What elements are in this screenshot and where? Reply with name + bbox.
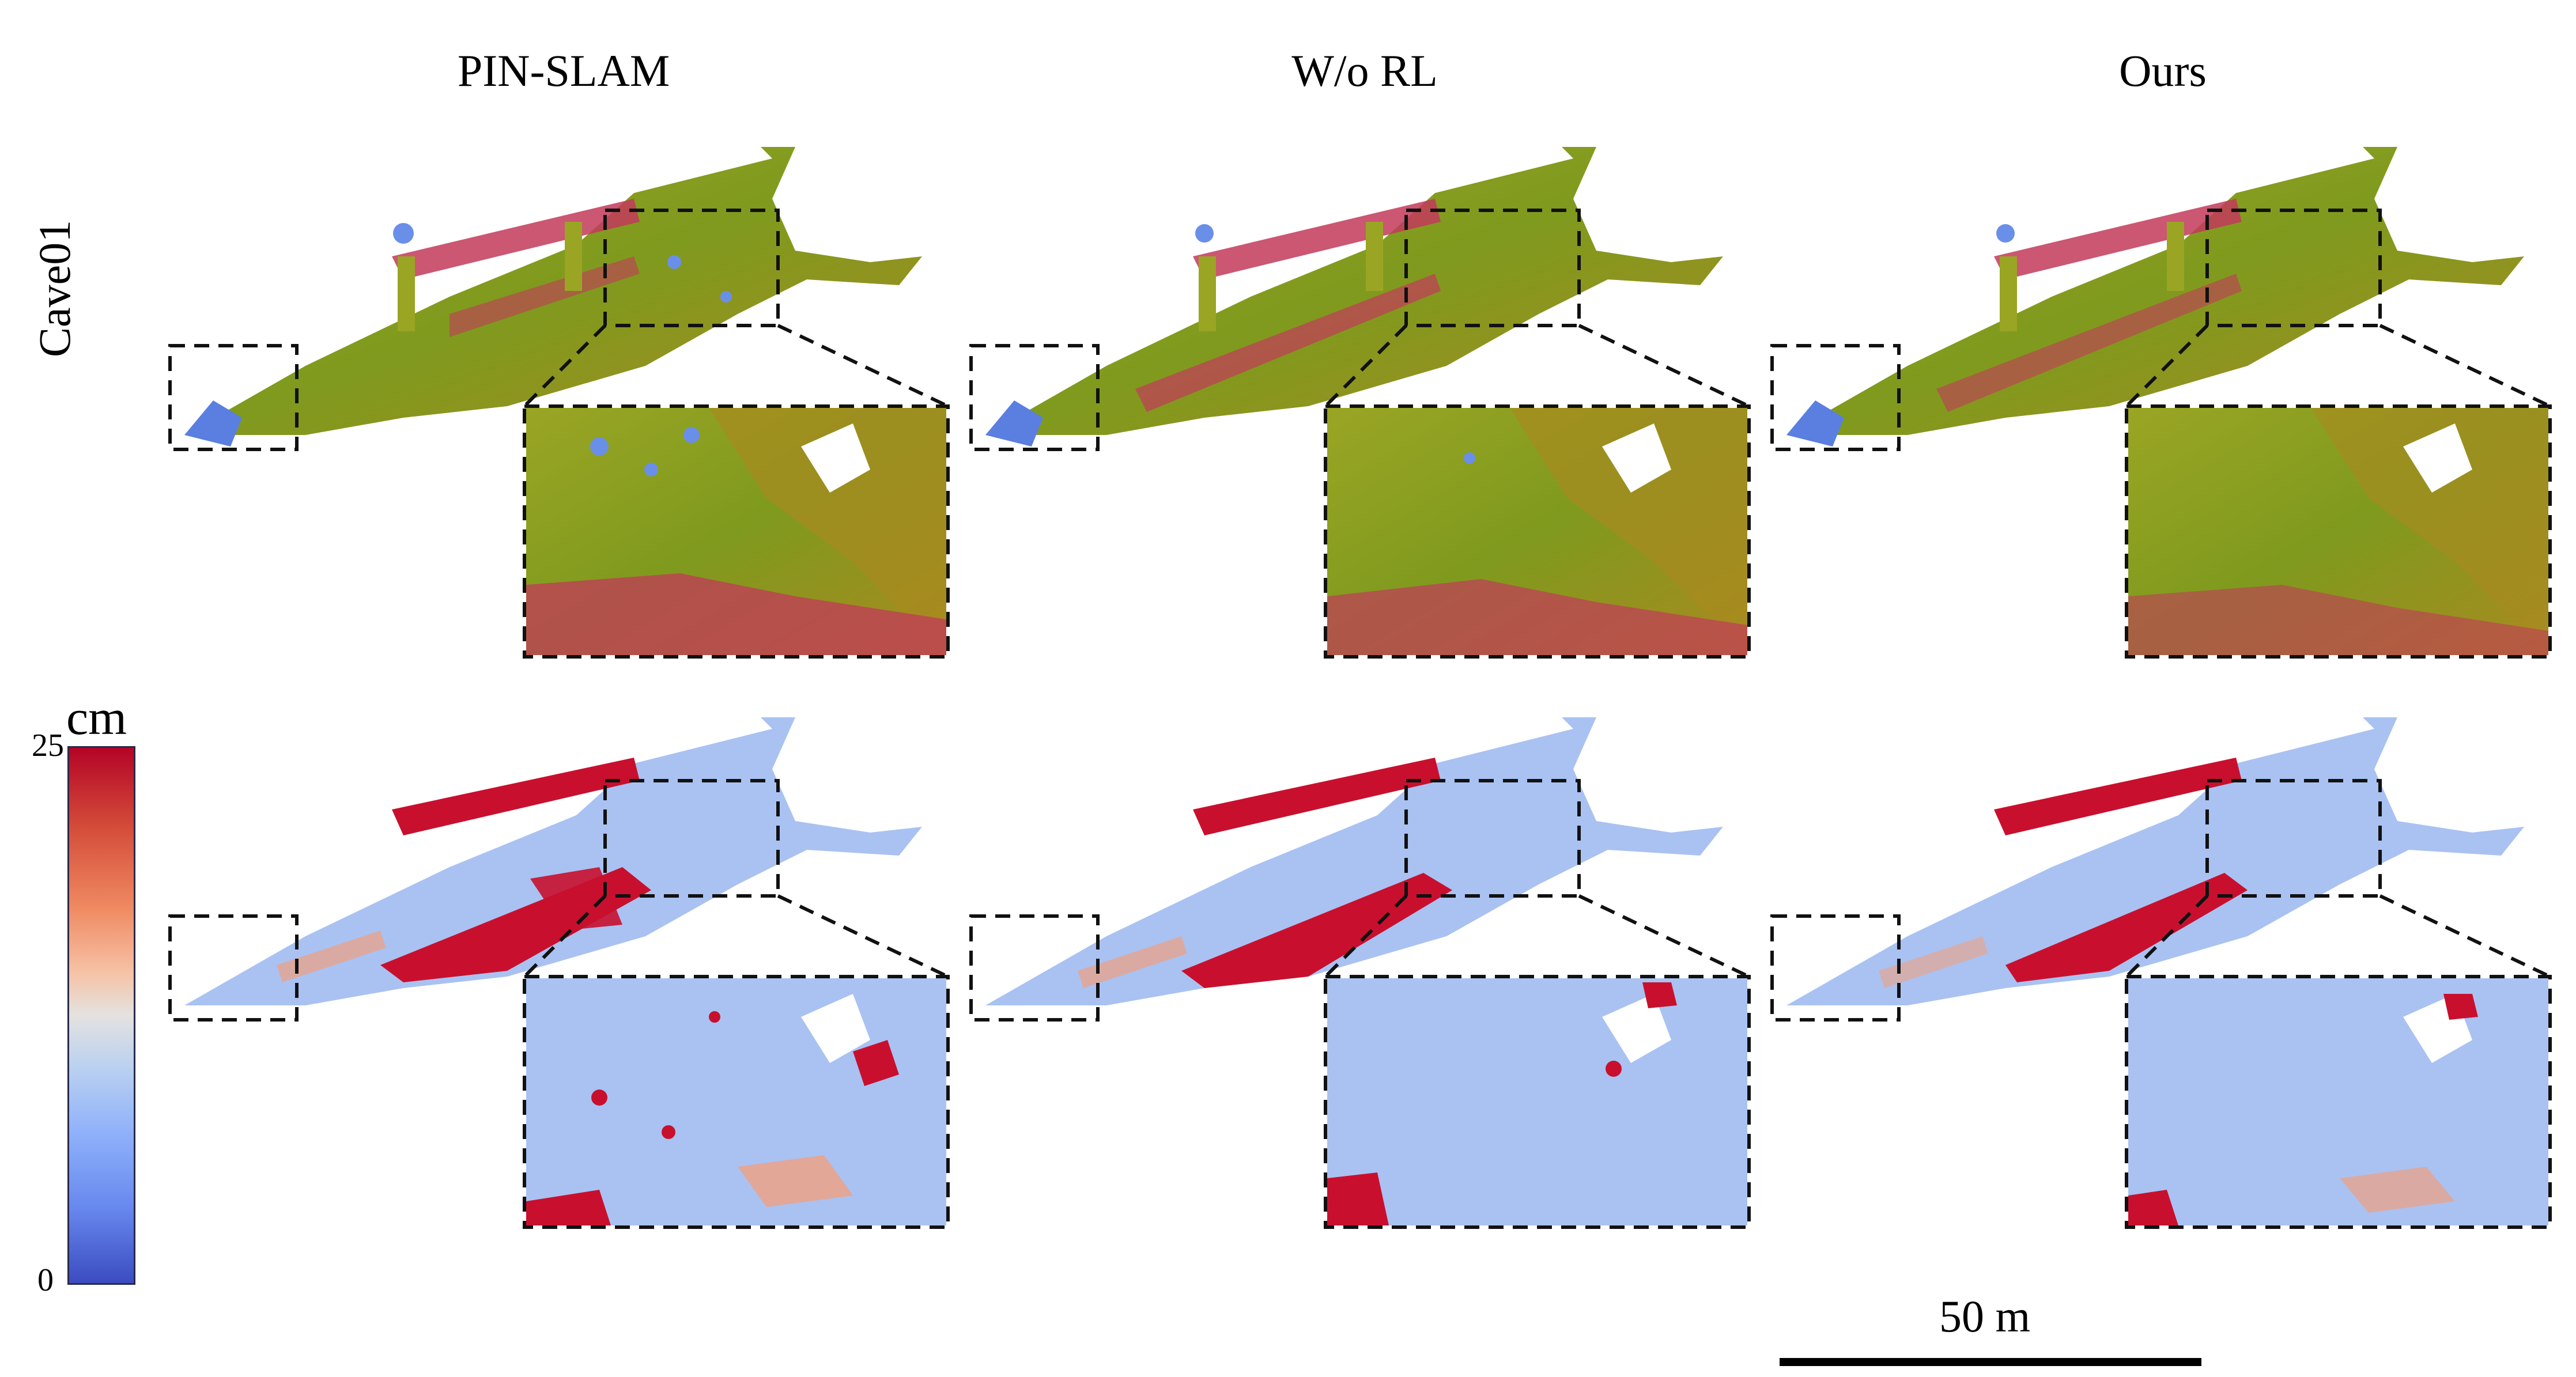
column-title-wo-rl: W/o RL — [1291, 46, 1438, 96]
mesh-figure — [168, 147, 950, 659]
column-title-ours: Ours — [2119, 46, 2207, 96]
colorbar-unit: cm — [66, 690, 127, 745]
row-label-cave01: Cave01 — [29, 220, 80, 357]
mesh-panel-ours — [1763, 124, 2553, 663]
colorbar-min-label: 0 — [37, 1262, 54, 1298]
scale-bar-label: 50 m — [1939, 1291, 2031, 1341]
error-panel-pin-slam — [161, 694, 951, 1233]
error-map-figure — [969, 717, 1751, 1229]
scale-bar — [1780, 1358, 2201, 1366]
error-panel-ours — [1763, 694, 2553, 1233]
column-title-pin-slam: PIN-SLAM — [457, 46, 670, 96]
mesh-figure — [969, 147, 1751, 659]
mesh-panel-pin-slam — [161, 124, 951, 663]
error-map-figure — [168, 717, 950, 1229]
mesh-panel-wo-rl — [962, 124, 1752, 663]
mesh-figure — [1770, 147, 2552, 659]
error-panel-wo-rl — [962, 694, 1752, 1233]
error-map-figure — [1770, 717, 2552, 1229]
error-colorbar — [67, 746, 135, 1285]
colorbar-max-label: 25 — [32, 728, 64, 763]
